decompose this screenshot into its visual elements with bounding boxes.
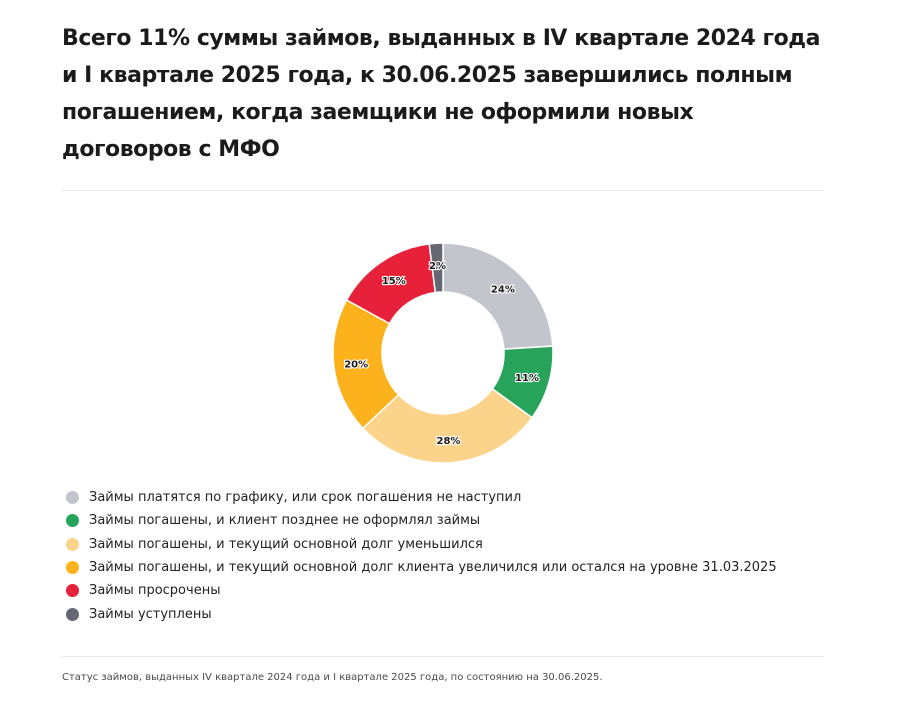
chart-legend: Займы платятся по графику, или срок пога… (66, 486, 777, 626)
legend-swatch-icon (66, 561, 79, 575)
legend-item[interactable]: Займы погашены, и клиент позднее не офор… (66, 509, 777, 532)
divider (62, 656, 823, 657)
divider (62, 190, 823, 191)
donut-slice[interactable] (442, 242, 554, 350)
legend-swatch-icon (66, 537, 79, 551)
page-title: Всего 11% суммы займов, выданных в IV кв… (62, 26, 820, 162)
donut-slice[interactable] (361, 387, 534, 464)
legend-label: Займы уступлены (89, 606, 212, 622)
slice-value-label: 2% (429, 261, 446, 272)
legend-label: Займы погашены, и текущий основной долг … (89, 536, 483, 552)
legend-item[interactable]: Займы просрочены (66, 579, 777, 602)
legend-item[interactable]: Займы погашены, и текущий основной долг … (66, 533, 777, 556)
chart-caption: Статус займов, выданных IV квартале 2024… (62, 672, 603, 683)
slice-value-label: 15% (382, 276, 406, 287)
legend-swatch-icon (66, 607, 79, 621)
donut-slice[interactable] (428, 242, 444, 294)
slice-value-label: 24% (491, 285, 515, 296)
legend-label: Займы погашены, и клиент позднее не офор… (89, 513, 481, 529)
legend-label: Займы погашены, и текущий основной долг … (89, 560, 777, 576)
legend-item[interactable]: Займы уступлены (66, 602, 777, 625)
legend-label: Займы платятся по графику, или срок пога… (89, 490, 522, 506)
legend-swatch-icon (66, 491, 79, 505)
slice-value-label: 28% (437, 436, 461, 447)
legend-item[interactable]: Займы платятся по графику, или срок пога… (66, 486, 777, 509)
legend-swatch-icon (66, 584, 79, 598)
slice-value-label: 20% (344, 359, 368, 370)
legend-swatch-icon (66, 514, 79, 528)
legend-item[interactable]: Займы погашены, и текущий основной долг … (66, 556, 777, 579)
slice-value-label: 11% (515, 373, 539, 384)
legend-label: Займы просрочены (89, 583, 221, 599)
